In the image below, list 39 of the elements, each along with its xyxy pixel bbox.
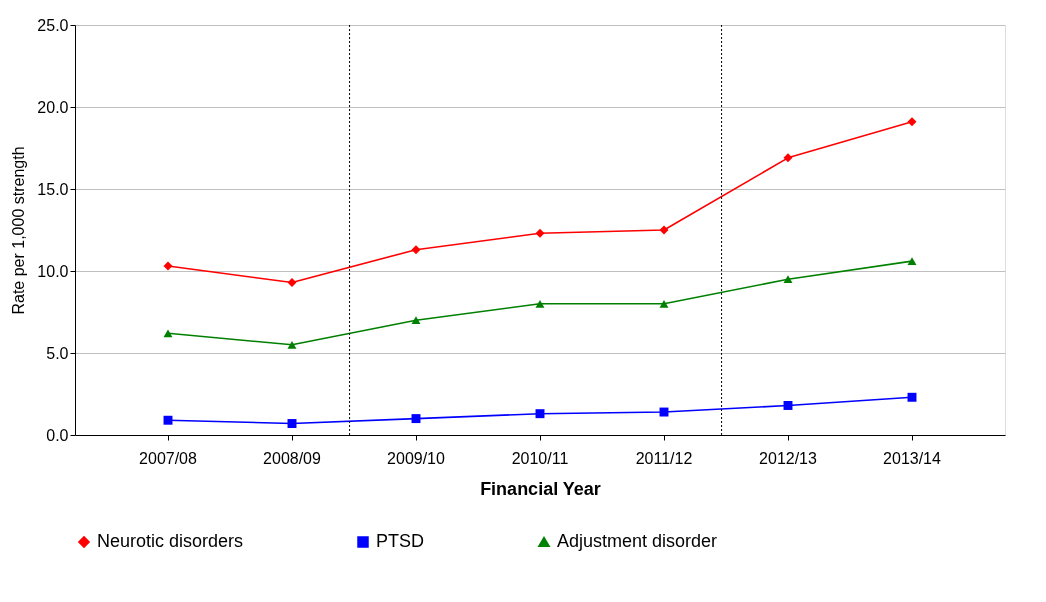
x-tick-label: 2008/09 <box>263 449 322 467</box>
y-tick-label: 25.0 <box>37 16 69 34</box>
x-tick-label: 2011/12 <box>635 449 693 467</box>
y-tick-label: 20.0 <box>37 98 69 116</box>
point <box>535 299 545 308</box>
point <box>411 316 421 325</box>
x-tick-label: 2010/11 <box>511 449 569 467</box>
legend-label: Adjustment disorder <box>557 531 718 551</box>
point <box>907 257 917 266</box>
point <box>535 228 545 238</box>
x-tick-label: 2007/08 <box>139 449 198 467</box>
point <box>163 329 173 338</box>
point <box>907 117 917 127</box>
point <box>783 275 793 284</box>
y-tick-label: 0.0 <box>46 426 69 444</box>
point <box>163 261 173 271</box>
y-tick-label: 10.0 <box>37 262 69 280</box>
point <box>659 225 669 235</box>
point <box>659 299 669 308</box>
x-tick-label: 2012/13 <box>759 449 818 467</box>
legend-label: Neurotic disorders <box>97 531 244 551</box>
point <box>287 340 297 349</box>
point <box>783 401 793 410</box>
point <box>163 415 173 425</box>
point <box>659 407 669 417</box>
point <box>287 419 297 428</box>
point <box>287 278 297 287</box>
point <box>535 409 545 419</box>
point <box>411 414 421 424</box>
x-axis-title: Financial Year <box>480 478 601 499</box>
point <box>907 392 917 402</box>
point <box>411 245 421 255</box>
y-tick-label: 5.0 <box>46 344 69 362</box>
y-axis-title: Rate per 1,000 strength <box>10 146 28 315</box>
y-tick-label: 15.0 <box>37 180 69 198</box>
x-tick-label: 2013/14 <box>883 449 942 467</box>
legend-label: PTSD <box>376 531 425 551</box>
point <box>783 153 793 163</box>
x-tick-label: 2009/10 <box>387 449 446 467</box>
